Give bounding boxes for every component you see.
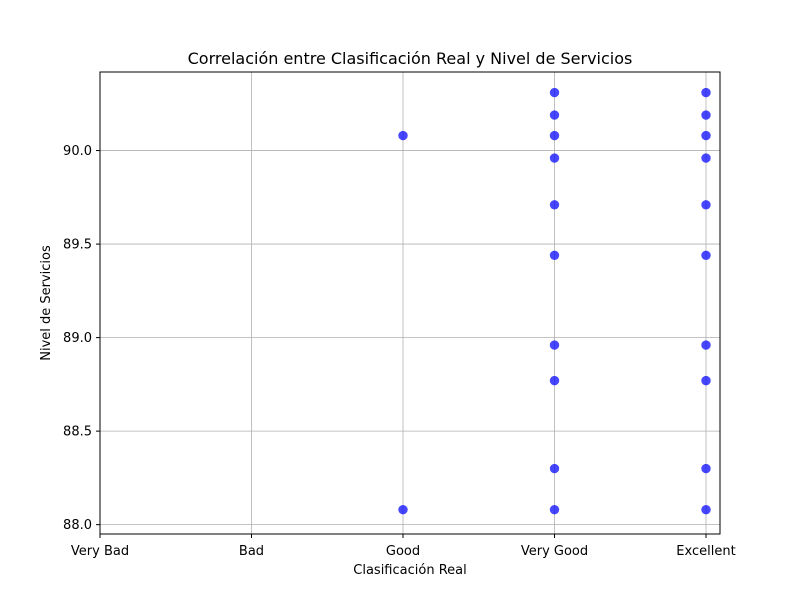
x-tick-label: Bad (239, 544, 264, 559)
x-tick-label: Very Bad (71, 544, 129, 559)
x-tick-label: Good (386, 544, 420, 559)
data-point (549, 375, 560, 386)
data-point (398, 504, 408, 515)
data-point (549, 340, 560, 350)
y-axis-ticks: 88.0 88.5 89.0 89.5 90.0 (63, 144, 100, 533)
data-point (701, 87, 711, 98)
data-point (701, 153, 711, 163)
data-point (701, 340, 711, 350)
data-point (549, 130, 560, 141)
plot-area-frame (99, 71, 721, 535)
data-point (549, 153, 560, 163)
y-tick-label: 88.5 (63, 425, 92, 440)
y-tick-label: 90.0 (63, 144, 92, 159)
data-point (549, 110, 560, 120)
data-point (549, 250, 560, 261)
data-point (549, 87, 560, 98)
data-point (701, 375, 711, 386)
data-points (398, 87, 711, 515)
y-tick-label: 89.0 (63, 331, 92, 346)
data-point (549, 504, 560, 515)
y-tick-label: 89.5 (63, 238, 92, 253)
x-tick-label: Excellent (676, 544, 735, 559)
data-point (701, 130, 711, 141)
grid-lines (99, 72, 720, 534)
y-tick-label: 88.0 (63, 518, 92, 533)
x-axis-ticks: Very Bad Bad Good Very Good Excellent (71, 534, 736, 559)
data-point (549, 463, 560, 474)
data-point (701, 200, 711, 210)
data-point (701, 250, 711, 261)
x-axis-label: Clasificación Real (353, 563, 466, 578)
x-tick-label: Very Good (521, 544, 588, 559)
data-point (701, 504, 711, 515)
data-point (701, 110, 711, 120)
y-axis-label: Nivel de Servicios (39, 245, 54, 361)
data-point (398, 130, 408, 141)
chart-title: Correlación entre Clasificación Real y N… (188, 49, 633, 68)
data-point (549, 200, 560, 210)
data-point (701, 463, 711, 474)
